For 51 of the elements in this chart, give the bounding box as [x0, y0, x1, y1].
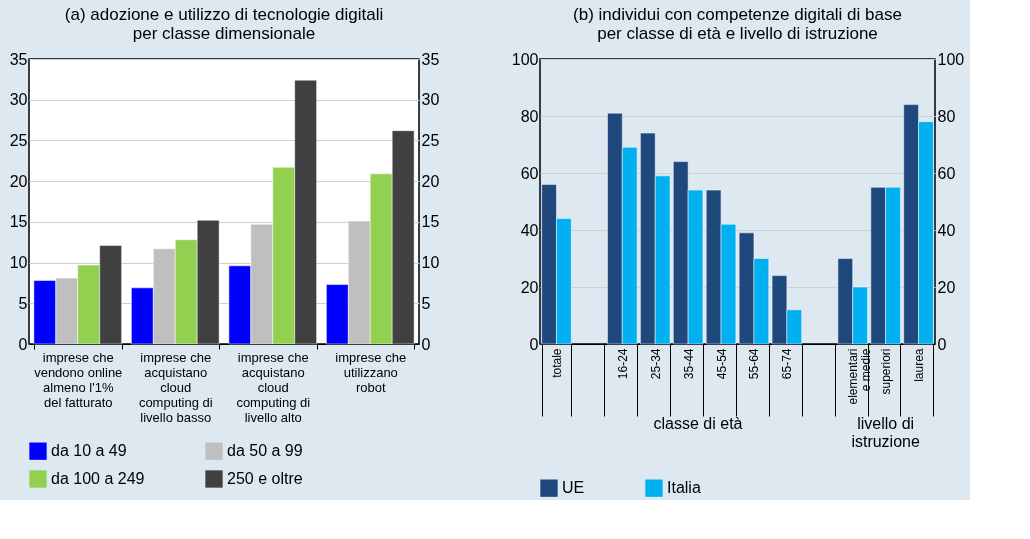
y-tick-label: 100 — [511, 50, 539, 68]
y-tick-label: 0 — [18, 335, 28, 353]
y2-tick-label: 25 — [421, 131, 440, 149]
y-tick-label: 40 — [520, 221, 539, 239]
x-tick-label: 35-44 — [681, 348, 696, 380]
x-tick-label: imprese che acquistano cloud computing di livello basso — [138, 349, 213, 425]
y2-tick-label: 80 — [937, 107, 956, 125]
legend-label: da 50 a 99 — [227, 442, 303, 460]
y2-tick-label: 60 — [937, 164, 956, 182]
y-tick-label: 25 — [9, 131, 28, 149]
y-tick-label: 35 — [9, 50, 28, 68]
y-tick-label: 0 — [529, 335, 539, 353]
chart-title: (a) adozione e utilizzo di tecnologie digitali per classe dimensionale — [64, 5, 384, 43]
y-tick-label: 30 — [9, 91, 28, 109]
y2-tick-label: 40 — [937, 221, 956, 239]
y2-tick-label: 5 — [421, 294, 431, 312]
y2-tick-label: 15 — [421, 213, 440, 231]
y2-tick-label: 100 — [937, 50, 965, 68]
x-tick-label: 55-64 — [747, 348, 762, 380]
x-tick-label: imprese che vendono online almeno l'1% del fatturato — [34, 349, 123, 410]
y-tick-label: 60 — [520, 164, 539, 182]
legend-label: da 100 a 249 — [51, 470, 145, 487]
y-tick-label: 15 — [9, 213, 28, 231]
x-tick-label: 45-54 — [714, 348, 729, 380]
text: classe di età — [653, 415, 743, 432]
x-tick-label: imprese che acquistano cloud computing di livello alto — [236, 349, 311, 425]
x-tick-label: imprese che utilizzano robot — [335, 349, 407, 395]
y2-tick-label: 35 — [421, 50, 440, 68]
y-tick-label: 10 — [9, 254, 28, 272]
legend-label: 250 e oltre — [227, 470, 303, 487]
x-tick-label: 65-74 — [780, 348, 795, 380]
legend-label: da 10 a 49 — [51, 442, 127, 460]
x-tick-label: 16-24 — [615, 348, 630, 380]
y2-tick-label: 0 — [421, 335, 431, 353]
y2-tick-label: 0 — [937, 335, 947, 353]
chart-title: (b) individui con competenze digitali di base per classe di età e livello di istruzione — [573, 5, 902, 43]
x-tick-label: totale — [549, 348, 564, 378]
y-tick-label: 20 — [9, 172, 28, 190]
y2-tick-label: 20 — [937, 278, 956, 296]
y-tick-label: 80 — [520, 107, 539, 125]
text: livello di istruzione — [851, 415, 920, 450]
legend-label: UE — [562, 479, 585, 497]
y2-tick-label: 30 — [421, 91, 440, 109]
y-tick-label: 20 — [520, 278, 539, 296]
x-tick-label: superiori — [879, 348, 894, 395]
x-tick-label: 25-34 — [648, 348, 663, 380]
y-tick-label: 5 — [18, 294, 28, 312]
legend-label: Italia — [667, 479, 701, 497]
y2-tick-label: 10 — [421, 254, 440, 272]
y2-tick-label: 20 — [421, 172, 440, 190]
x-tick-label: laurea — [912, 348, 927, 382]
